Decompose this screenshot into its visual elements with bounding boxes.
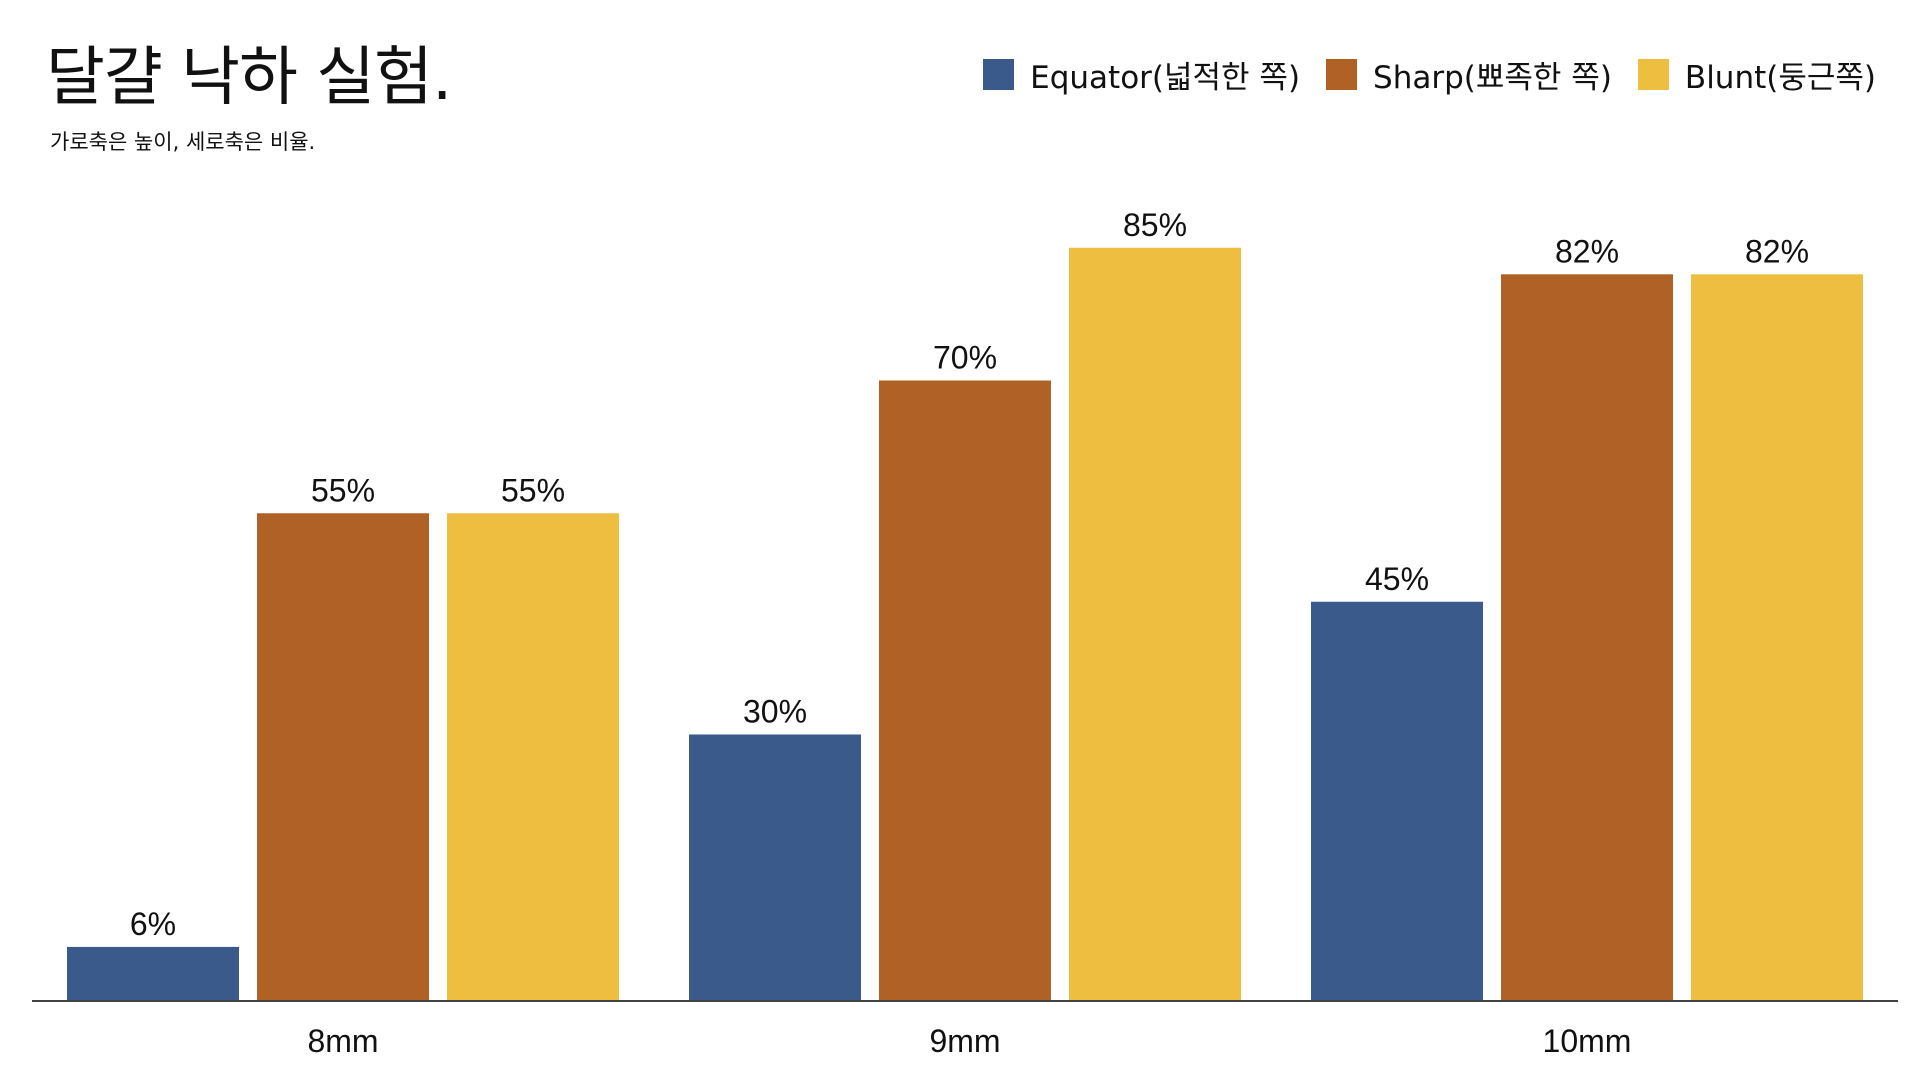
data-label-equator-10mm: 45%: [1365, 561, 1429, 597]
data-label-sharp-10mm: 82%: [1555, 233, 1619, 269]
legend-label-sharp: Sharp(뾰족한 쪽): [1373, 60, 1612, 96]
x-tick-label-9mm: 9mm: [929, 1023, 1000, 1059]
data-label-blunt-10mm: 82%: [1745, 233, 1809, 269]
bar-sharp-8mm: [257, 513, 429, 1000]
legend-label-equator: Equator(넓적한 쪽): [1030, 60, 1301, 96]
data-label-equator-8mm: 6%: [130, 906, 176, 942]
data-label-sharp-9mm: 70%: [933, 340, 997, 376]
bar-sharp-10mm: [1501, 274, 1673, 1000]
data-label-blunt-9mm: 85%: [1123, 207, 1187, 243]
legend-item-sharp: Sharp(뾰족한 쪽): [1326, 52, 1612, 97]
data-label-equator-9mm: 30%: [743, 694, 807, 730]
bar-equator-9mm: [689, 734, 861, 1000]
bar-equator-8mm: [67, 946, 239, 1000]
bar-sharp-9mm: [879, 380, 1051, 1000]
bar-blunt-10mm: [1691, 274, 1863, 1000]
legend-swatch-equator: [983, 59, 1015, 90]
bar-blunt-9mm: [1069, 247, 1241, 1000]
bar-equator-10mm: [1311, 601, 1483, 1000]
chart-title: 달걀 낙하 실험.: [46, 41, 452, 115]
legend-item-blunt: Blunt(둥근쪽): [1637, 52, 1876, 97]
data-label-blunt-8mm: 55%: [501, 472, 565, 508]
x-tick-label-10mm: 10mm: [1543, 1023, 1632, 1059]
bar-blunt-8mm: [447, 513, 619, 1000]
x-tick-label-8mm: 8mm: [307, 1023, 378, 1059]
data-label-sharp-8mm: 55%: [311, 472, 375, 508]
legend-swatch-blunt: [1637, 59, 1669, 90]
legend-label-blunt: Blunt(둥근쪽): [1684, 60, 1876, 96]
legend-item-equator: Equator(넓적한 쪽): [983, 52, 1300, 97]
legend-swatch-sharp: [1326, 59, 1358, 90]
chart-subtitle: 가로축은 높이, 세로축은 비율.: [50, 130, 316, 154]
legend: Equator(넓적한 쪽) Sharp(뾰족한 쪽) Blunt(둥근쪽): [957, 52, 1876, 97]
